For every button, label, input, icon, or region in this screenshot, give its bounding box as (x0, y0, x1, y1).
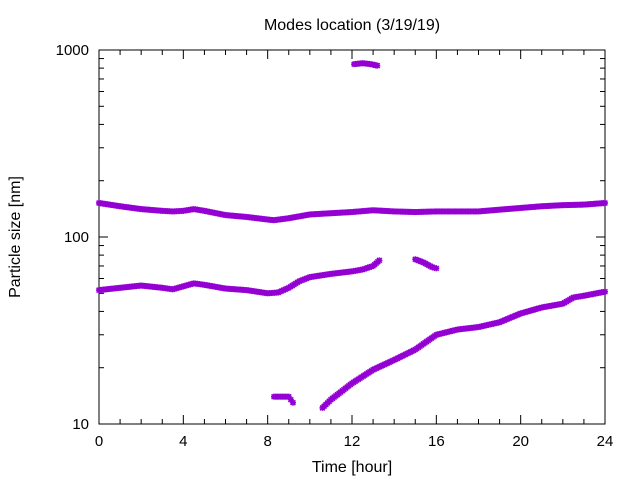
x-tick-label: 16 (428, 433, 445, 450)
chart-title: Modes location (3/19/19) (264, 17, 440, 34)
x-tick-label: 20 (512, 433, 529, 450)
data-point (602, 199, 608, 206)
plot-frame (98, 49, 606, 425)
x-tick-label: 12 (344, 433, 361, 450)
x-tick-label: 4 (179, 433, 187, 450)
data-point (289, 399, 296, 406)
data-point (433, 265, 440, 272)
data-points (96, 60, 608, 411)
x-tick-label: 24 (597, 433, 614, 450)
y-tick-label: 10 (72, 416, 89, 433)
x-tick-label: 0 (95, 433, 103, 450)
axis-ticks (98, 49, 606, 425)
y-tick-label: 1000 (56, 42, 89, 59)
x-tick-label: 8 (263, 433, 271, 450)
data-point (602, 288, 608, 295)
data-point (376, 257, 383, 264)
x-axis-label: Time [hour] (312, 459, 392, 476)
axis-tick-labels: 0 4 8 12 16 20 24 10 100 1000 (56, 42, 614, 450)
data-point (374, 62, 381, 69)
y-axis-label: Particle size [nm] (7, 176, 24, 298)
y-tick-label: 100 (64, 229, 89, 246)
